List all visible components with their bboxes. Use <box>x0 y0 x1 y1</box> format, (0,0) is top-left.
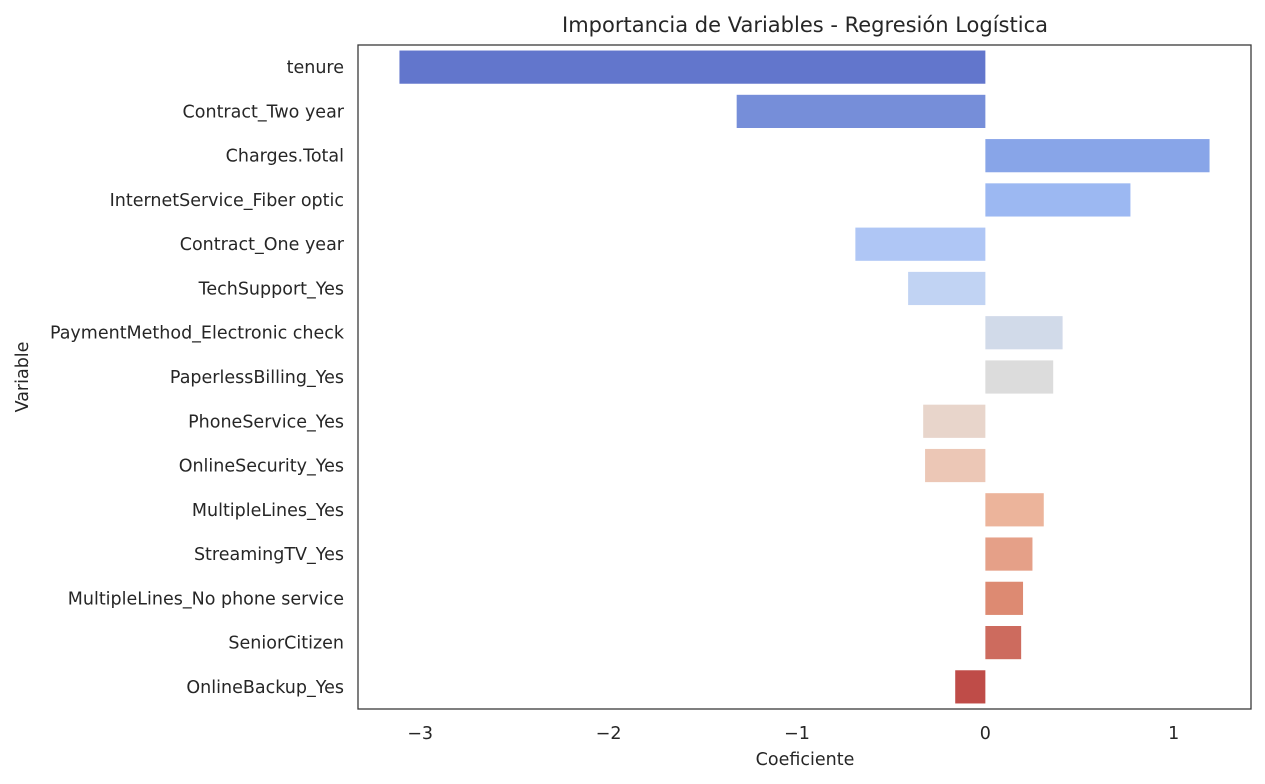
bar-14 <box>955 670 986 704</box>
y-tick-label-3: InternetService_Fiber optic <box>110 191 344 211</box>
x-tick-labels: −3 −2 −1 0 1 <box>407 724 1179 744</box>
y-tick-label-0: tenure <box>287 58 344 78</box>
x-tick-label-0: −3 <box>407 724 433 744</box>
y-tick-label-14: OnlineBackup_Yes <box>186 678 344 698</box>
y-tick-label-6: PaymentMethod_Electronic check <box>50 324 345 344</box>
y-tick-label-5: TechSupport_Yes <box>198 279 344 299</box>
y-tick-labels: tenure Contract_Two year Charges.Total Inte… <box>50 58 345 698</box>
y-tick-label-11: StreamingTV_Yes <box>194 545 344 565</box>
y-tick-label-8: PhoneService_Yes <box>188 412 344 432</box>
y-tick-label-13: SeniorCitizen <box>228 634 344 654</box>
bar-4 <box>855 227 986 261</box>
bar-9 <box>925 448 986 483</box>
bar-3 <box>985 183 1131 217</box>
bar-5 <box>908 271 986 306</box>
y-tick-label-1: Contract_Two year <box>183 102 345 122</box>
x-tick-label-1: −2 <box>596 724 622 744</box>
y-axis-label: Variable <box>13 342 33 413</box>
bar-2 <box>985 139 1210 173</box>
x-tick-label-3: 0 <box>980 724 991 744</box>
bar-7 <box>985 360 1054 394</box>
plot-frame <box>357 44 1252 710</box>
y-tick-label-2: Charges.Total <box>226 147 344 167</box>
bars-group <box>399 50 1210 704</box>
x-axis-label: Coeficiente <box>756 750 855 770</box>
y-tick-label-7: PaperlessBilling_Yes <box>170 368 344 388</box>
bar-8 <box>923 404 986 438</box>
chart-title: Importancia de Variables - Regresión Log… <box>562 13 1048 37</box>
bar-13 <box>985 626 1022 660</box>
y-tick-label-4: Contract_One year <box>180 235 345 255</box>
bar-0 <box>399 50 986 84</box>
x-tick-label-4: 1 <box>1168 724 1179 744</box>
y-tick-label-10: MultipleLines_Yes <box>192 501 344 521</box>
bar-6 <box>985 316 1063 350</box>
bar-12 <box>985 581 1024 615</box>
y-tick-label-12: MultipleLines_No phone service <box>68 589 344 609</box>
bar-10 <box>985 493 1044 527</box>
y-tick-label-9: OnlineSecurity_Yes <box>179 457 344 477</box>
x-tick-label-2: −1 <box>784 724 810 744</box>
bar-1 <box>736 94 986 128</box>
bar-11 <box>985 537 1033 571</box>
